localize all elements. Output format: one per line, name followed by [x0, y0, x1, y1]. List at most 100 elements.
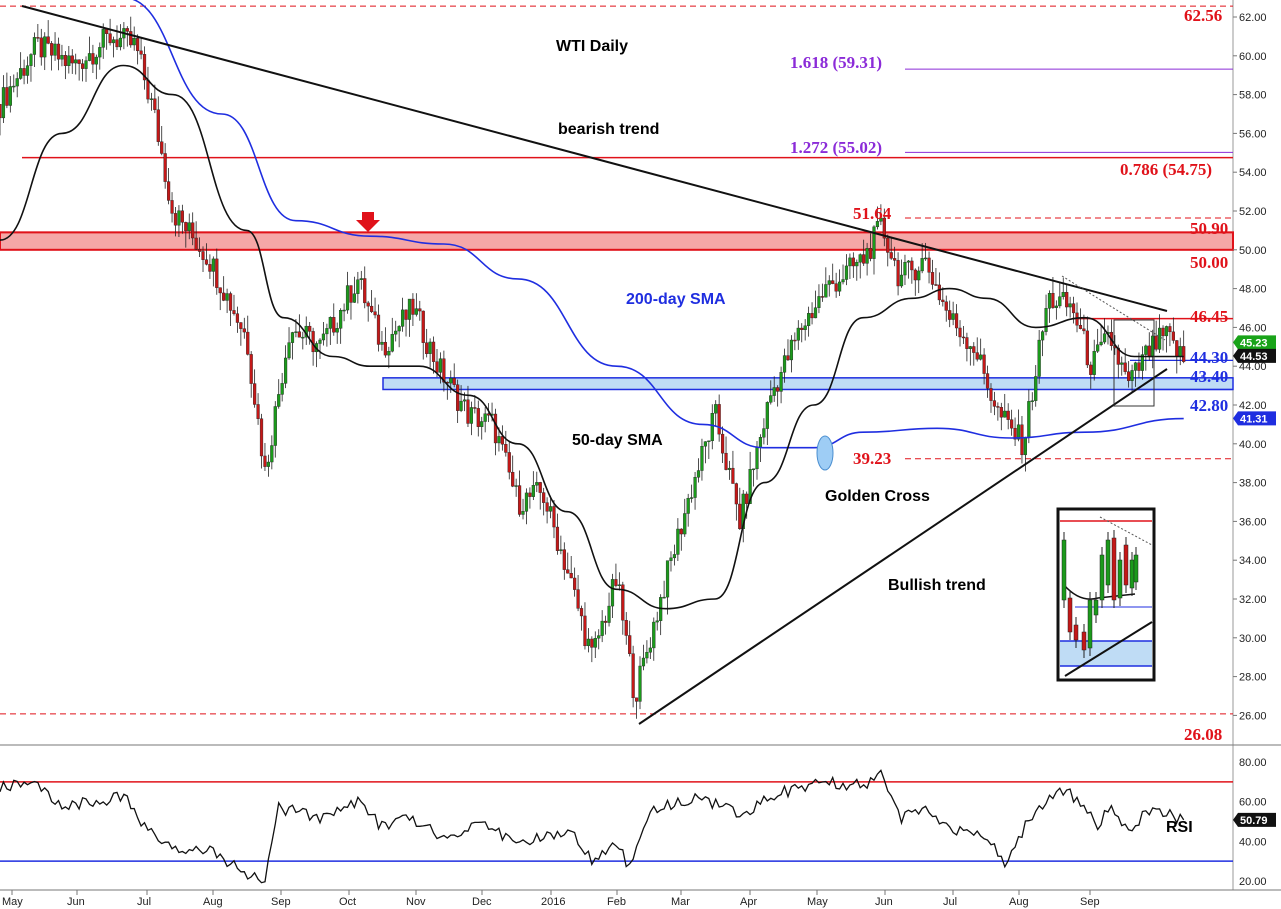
- price-badges: 45.23 44.53 41.31: [1233, 335, 1276, 426]
- candle-down: [538, 482, 542, 493]
- rsi-tick-label: 20.00: [1239, 876, 1267, 888]
- level-label-50-90: 50.90: [1190, 219, 1228, 238]
- candle-up: [111, 39, 116, 44]
- candle-up: [480, 421, 484, 427]
- candle-down: [631, 653, 635, 699]
- candle-up: [15, 78, 19, 87]
- candle-down: [528, 492, 532, 497]
- level-label-42-80: 42.80: [1190, 396, 1228, 415]
- candle-down: [542, 492, 546, 503]
- candle-up: [827, 280, 831, 285]
- candle-up: [438, 358, 443, 373]
- candle-down: [851, 257, 855, 267]
- candle-down: [208, 264, 212, 272]
- fib-label-0-786: 0.786 (54.75): [1120, 160, 1212, 179]
- candle-up: [655, 620, 659, 623]
- candle-down: [555, 526, 560, 551]
- candle-up: [394, 330, 398, 335]
- candle-down: [793, 339, 797, 342]
- candle-up: [610, 579, 615, 607]
- candle-down: [831, 280, 835, 284]
- candle-down: [1078, 324, 1083, 329]
- candle-down: [170, 200, 174, 214]
- candle-down: [745, 493, 749, 504]
- candle-down: [628, 635, 632, 654]
- candle-down: [982, 354, 986, 374]
- candle-up: [149, 98, 154, 100]
- candle-up: [531, 485, 535, 497]
- candle-up: [345, 285, 350, 311]
- candle-up: [1037, 339, 1041, 377]
- candle-up: [1, 87, 6, 119]
- candle-down: [194, 237, 198, 250]
- y-tick-label: 56.00: [1239, 128, 1267, 140]
- candle-down: [80, 63, 85, 69]
- candle-down: [679, 528, 683, 535]
- candle-up: [414, 308, 418, 315]
- candle-up: [270, 445, 274, 463]
- candle-down: [948, 310, 952, 320]
- candle-up: [762, 428, 766, 438]
- candle-up: [669, 557, 673, 561]
- inset-candle-down: [1123, 544, 1129, 586]
- candle-up: [449, 377, 453, 384]
- sma-50-label: 50-day SMA: [572, 432, 663, 449]
- candle-down: [1082, 328, 1086, 332]
- candle-up: [779, 372, 783, 392]
- candle-up: [177, 210, 181, 226]
- candle-up: [1068, 303, 1072, 308]
- candle-down: [834, 283, 838, 292]
- candle-up: [796, 327, 800, 341]
- candle-up: [1092, 351, 1096, 375]
- y-tick-label: 30.00: [1239, 633, 1267, 645]
- candle-down: [562, 549, 566, 570]
- candle-down: [731, 467, 735, 484]
- resistance-zone: [0, 231, 1234, 251]
- candle-down: [56, 43, 61, 60]
- candle-down: [153, 98, 157, 110]
- candle-down: [235, 313, 240, 323]
- candle-down: [363, 278, 367, 304]
- x-tick-label: Jun: [875, 896, 893, 908]
- candle-up: [1144, 345, 1148, 355]
- candle-down: [937, 284, 941, 301]
- candle-up: [772, 387, 776, 396]
- candle-up: [855, 261, 859, 267]
- y-tick-label: 62.00: [1239, 12, 1267, 24]
- candle-up: [25, 65, 30, 76]
- minor-resistance-dotted-line: [1061, 275, 1166, 341]
- inset-sma-line: [1063, 584, 1136, 600]
- candle-up: [1130, 370, 1134, 381]
- candle-up: [906, 260, 911, 263]
- golden-cross-label: Golden Cross: [825, 488, 930, 505]
- rsi-tick-label: 80.00: [1239, 757, 1267, 769]
- candle-down: [197, 249, 202, 252]
- rsi-last-badge: [1233, 812, 1276, 827]
- sma-50-line: [0, 64, 1184, 610]
- candle-down: [70, 55, 74, 64]
- candle-up: [751, 468, 756, 471]
- inset-trendline: [1064, 621, 1153, 677]
- candle-up: [8, 86, 12, 106]
- candle-up: [841, 279, 845, 283]
- price-levels: [0, 5, 1233, 715]
- candle-down: [125, 28, 129, 32]
- candle-up: [903, 262, 907, 276]
- candle-up: [755, 447, 759, 470]
- candle-down: [1175, 340, 1179, 357]
- candle-down: [332, 317, 336, 333]
- candle-down: [604, 620, 608, 623]
- candle-up: [301, 336, 305, 339]
- level-label-46-45: 46.45: [1190, 307, 1228, 326]
- candle-up: [283, 357, 288, 384]
- candle-up: [600, 620, 604, 636]
- candle-down: [1010, 419, 1014, 429]
- candle-up: [60, 55, 64, 60]
- candle-up: [339, 310, 343, 329]
- golden-cross-marker: [816, 435, 834, 471]
- candle-up: [1061, 292, 1065, 297]
- candle-down: [800, 327, 804, 330]
- candle-up: [94, 56, 98, 65]
- x-tick-label: Mar: [671, 896, 690, 908]
